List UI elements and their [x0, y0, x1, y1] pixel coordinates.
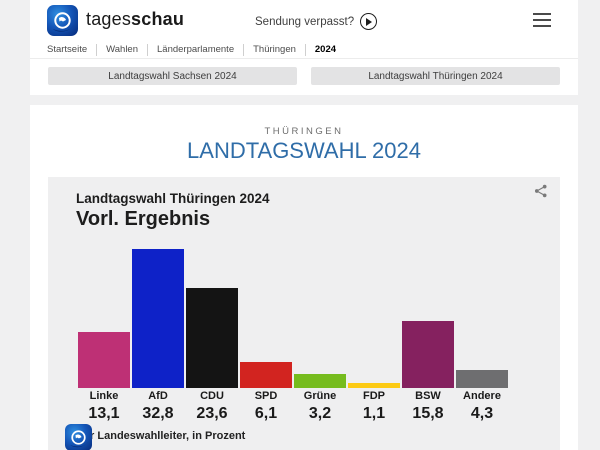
party-name: CDU: [200, 390, 224, 402]
party-result: 1,1: [362, 405, 386, 422]
result-chart-card: Landtagswahl Thüringen 2024 Vorl. Ergebn…: [48, 177, 560, 450]
brand-bold: schau: [131, 9, 185, 29]
party-name: BSW: [415, 390, 441, 402]
bar-label-cdu: CDU 23,6: [186, 390, 238, 423]
divider: [30, 58, 578, 59]
bar-fdp: [348, 383, 400, 388]
button-landtagswahl-sachsen[interactable]: Landtagswahl Sachsen 2024: [48, 67, 297, 85]
party-name: SPD: [254, 390, 278, 402]
party-name: FDP: [363, 390, 385, 402]
bar-afd: [132, 249, 184, 388]
party-name: Andere: [463, 390, 501, 402]
bar-grüne: [294, 374, 346, 388]
breadcrumb-2024[interactable]: 2024: [314, 44, 337, 55]
breadcrumb-startseite[interactable]: Startseite: [47, 44, 88, 55]
bar-andere: [456, 370, 508, 388]
breadcrumb-separator: [147, 43, 148, 56]
brand-wordmark[interactable]: tagesschau: [86, 9, 184, 30]
breadcrumb-thueringen[interactable]: Thüringen: [253, 44, 296, 55]
breadcrumb: Startseite Wahlen Länderparlamente Thüri…: [47, 41, 345, 58]
bar-label-grüne: Grüne 3,2: [294, 390, 346, 423]
bar-chart: [78, 218, 508, 388]
bar-bsw: [402, 321, 454, 388]
sendung-verpasst-label: Sendung verpasst?: [255, 15, 355, 28]
breadcrumb-separator: [96, 43, 98, 56]
breadcrumb-separator: [243, 43, 245, 56]
party-name: AfD: [148, 390, 168, 402]
brand-row: tagesschau Sendung verpasst?: [30, 0, 578, 40]
bar-label-spd: SPD 6,1: [240, 390, 292, 423]
bar-label-afd: AfD 32,8: [132, 390, 184, 423]
share-icon[interactable]: [534, 184, 548, 203]
party-result: 4,3: [470, 405, 494, 422]
bar-cdu: [186, 288, 238, 388]
party-result: 3,2: [308, 405, 332, 422]
bar-label-bsw: BSW 15,8: [402, 390, 454, 423]
bar-chart-labels: Linke 13,1 AfD 32,8 CDU 23,6 SPD 6,1 Grüne 3,2 FDP…: [78, 390, 508, 423]
party-name: Linke: [89, 390, 119, 402]
election-nav: Landtagswahl Sachsen 2024 Landtagswahl T…: [48, 67, 560, 85]
breadcrumb-wahlen[interactable]: Wahlen: [106, 44, 138, 55]
party-result: 23,6: [196, 405, 228, 422]
play-icon[interactable]: [360, 13, 378, 30]
tagesschau-logo-icon[interactable]: [47, 5, 78, 36]
breadcrumb-laenderparlamente[interactable]: Länderparlamente: [157, 44, 235, 55]
tagesschau-watermark-icon: [65, 424, 92, 450]
page-title: LANDTAGSWAHL 2024: [187, 138, 421, 163]
button-landtagswahl-thueringen[interactable]: Landtagswahl Thüringen 2024: [311, 67, 560, 85]
bar-label-andere: Andere 4,3: [456, 390, 508, 423]
chart-source: Der Landeswahlleiter, in Prozent: [76, 430, 246, 442]
breadcrumb-separator: [304, 43, 306, 56]
bar-label-fdp: FDP 1,1: [348, 390, 400, 423]
sendung-verpasst-link[interactable]: Sendung verpasst?: [255, 13, 378, 30]
party-result: 15,8: [412, 405, 444, 422]
bar-label-linke: Linke 13,1: [78, 390, 130, 423]
main-content: THÜRINGEN LANDTAGSWAHL 2024 Landtagswahl…: [30, 105, 578, 450]
party-result: 13,1: [88, 405, 120, 422]
chart-title: Landtagswahl Thüringen 2024: [76, 191, 270, 206]
party-result: 32,8: [142, 405, 174, 422]
bar-spd: [240, 362, 292, 388]
page-kicker: THÜRINGEN: [264, 126, 344, 137]
party-name: Grüne: [303, 390, 337, 402]
header: tagesschau Sendung verpasst? Startseite …: [30, 0, 578, 95]
brand-regular: tages: [86, 9, 132, 29]
bar-linke: [78, 332, 130, 388]
menu-icon[interactable]: [533, 13, 551, 30]
party-result: 6,1: [254, 405, 278, 422]
chart-subtitle: Vorl. Ergebnis: [76, 208, 211, 230]
